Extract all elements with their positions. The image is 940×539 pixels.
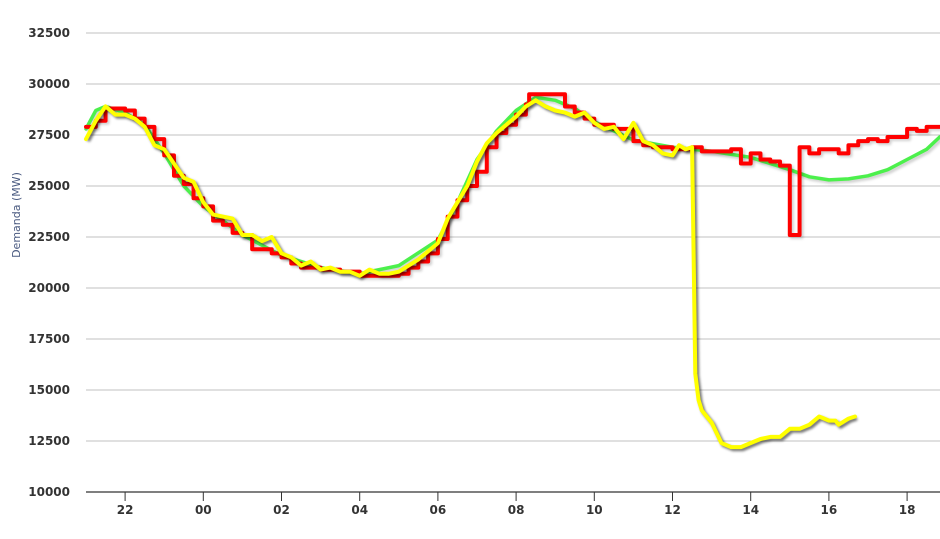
series-2 xyxy=(84,98,858,452)
grid xyxy=(86,32,940,442)
x-axis: 22 00 02 04 06 08 10 12 14 16 18 xyxy=(86,491,940,517)
x-tick-label: 08 xyxy=(508,503,525,517)
y-axis-label: Demanda (MW) xyxy=(10,172,23,258)
x-tick-label: 18 xyxy=(899,503,916,517)
x-tick-label: 16 xyxy=(821,503,838,517)
y-tick-label: 10000 xyxy=(28,485,70,499)
x-tick-label: 10 xyxy=(586,503,603,517)
y-tick-label: 27500 xyxy=(28,128,70,142)
y-tick-label: 25000 xyxy=(28,179,70,193)
y-tick-label: 15000 xyxy=(28,383,70,397)
x-tick-label: 22 xyxy=(117,503,134,517)
series-layer xyxy=(84,92,940,452)
y-tick-label: 32500 xyxy=(28,26,70,40)
x-tick-label: 14 xyxy=(742,503,759,517)
x-tick-label: 02 xyxy=(273,503,290,517)
y-tick-label: 22500 xyxy=(28,230,70,244)
y-tick-label: 17500 xyxy=(28,332,70,346)
x-tick-label: 00 xyxy=(195,503,212,517)
y-tick-label: 20000 xyxy=(28,281,70,295)
y-tick-label: 30000 xyxy=(28,77,70,91)
y-tick-label: 12500 xyxy=(28,434,70,448)
series-line xyxy=(84,98,857,450)
y-axis-ticks: 10000 12500 15000 17500 20000 22500 25000 27500… xyxy=(28,26,70,499)
x-tick-label: 12 xyxy=(664,503,681,517)
x-tick-label: 06 xyxy=(430,503,447,517)
x-tick-label: 04 xyxy=(351,503,368,517)
